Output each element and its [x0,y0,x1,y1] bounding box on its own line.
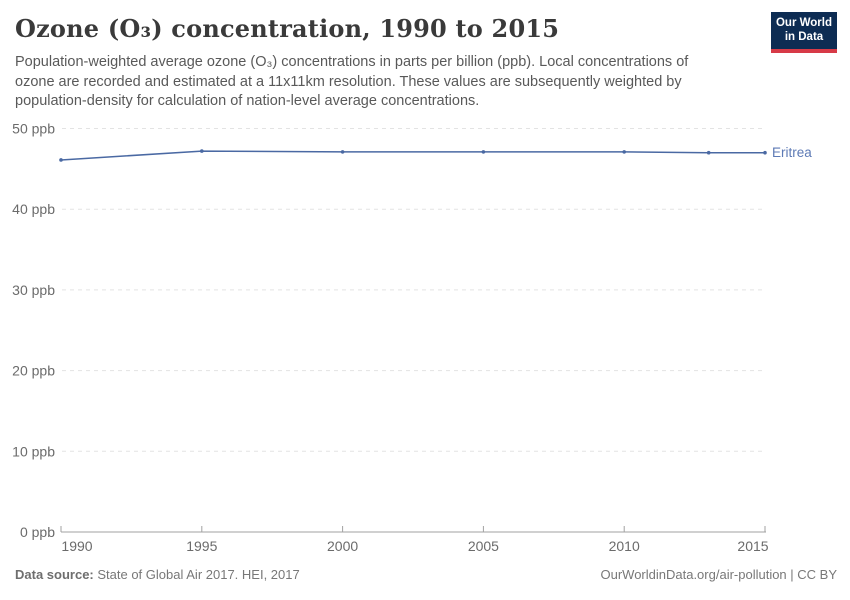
data-source-label: Data source: [15,567,94,582]
x-tick-label: 1995 [186,538,217,554]
x-tick-label: 2010 [609,538,640,554]
series-end-label[interactable]: Eritrea [772,145,812,160]
data-point[interactable] [706,150,711,155]
data-point[interactable] [340,150,345,154]
y-tick-label: 40 ppb [12,201,55,217]
chart-subtitle: Population-weighted average ozone (O₃) c… [15,54,689,109]
x-tick-label: 2005 [468,538,499,554]
y-tick-label: 20 ppb [12,363,55,379]
data-point[interactable] [59,158,63,162]
y-tick-label: 0 ppb [20,524,55,540]
owid-logo-red-bar [771,49,837,53]
data-point[interactable] [622,150,626,154]
owid-logo-line2: in Data [784,30,824,43]
y-tick-label: 10 ppb [12,443,55,459]
data-source-note: Data source: State of Global Air 2017. H… [15,567,300,582]
credit-link[interactable]: OurWorldinData.org/air-pollution | CC BY [600,567,837,582]
owid-logo[interactable]: Our World in Data [771,12,837,53]
data-point[interactable] [200,149,204,153]
data-point[interactable] [481,150,486,154]
series-line[interactable] [60,150,765,161]
y-tick-label: 50 ppb [12,121,55,137]
chart-footer: Data source: State of Global Air 2017. H… [15,567,837,582]
x-tick-label: 1990 [61,538,92,554]
data-source-text: State of Global Air 2017. HEI, 2017 [93,567,300,582]
data-point[interactable] [763,150,767,155]
chart-svg: 0 ppb 10 ppb 20 ppb 30 ppb 40 ppb 50 ppb 1990 1… [12,121,812,555]
x-tick-label: 2000 [327,538,358,554]
x-tick-label: 2015 [737,538,768,554]
page-title: Ozone (O₃) concentration, 1990 to 2015 [15,14,560,43]
owid-logo-box: Our World in Data [771,12,837,49]
owid-logo-line1: Our World [775,17,832,29]
y-tick-label: 30 ppb [12,282,55,298]
